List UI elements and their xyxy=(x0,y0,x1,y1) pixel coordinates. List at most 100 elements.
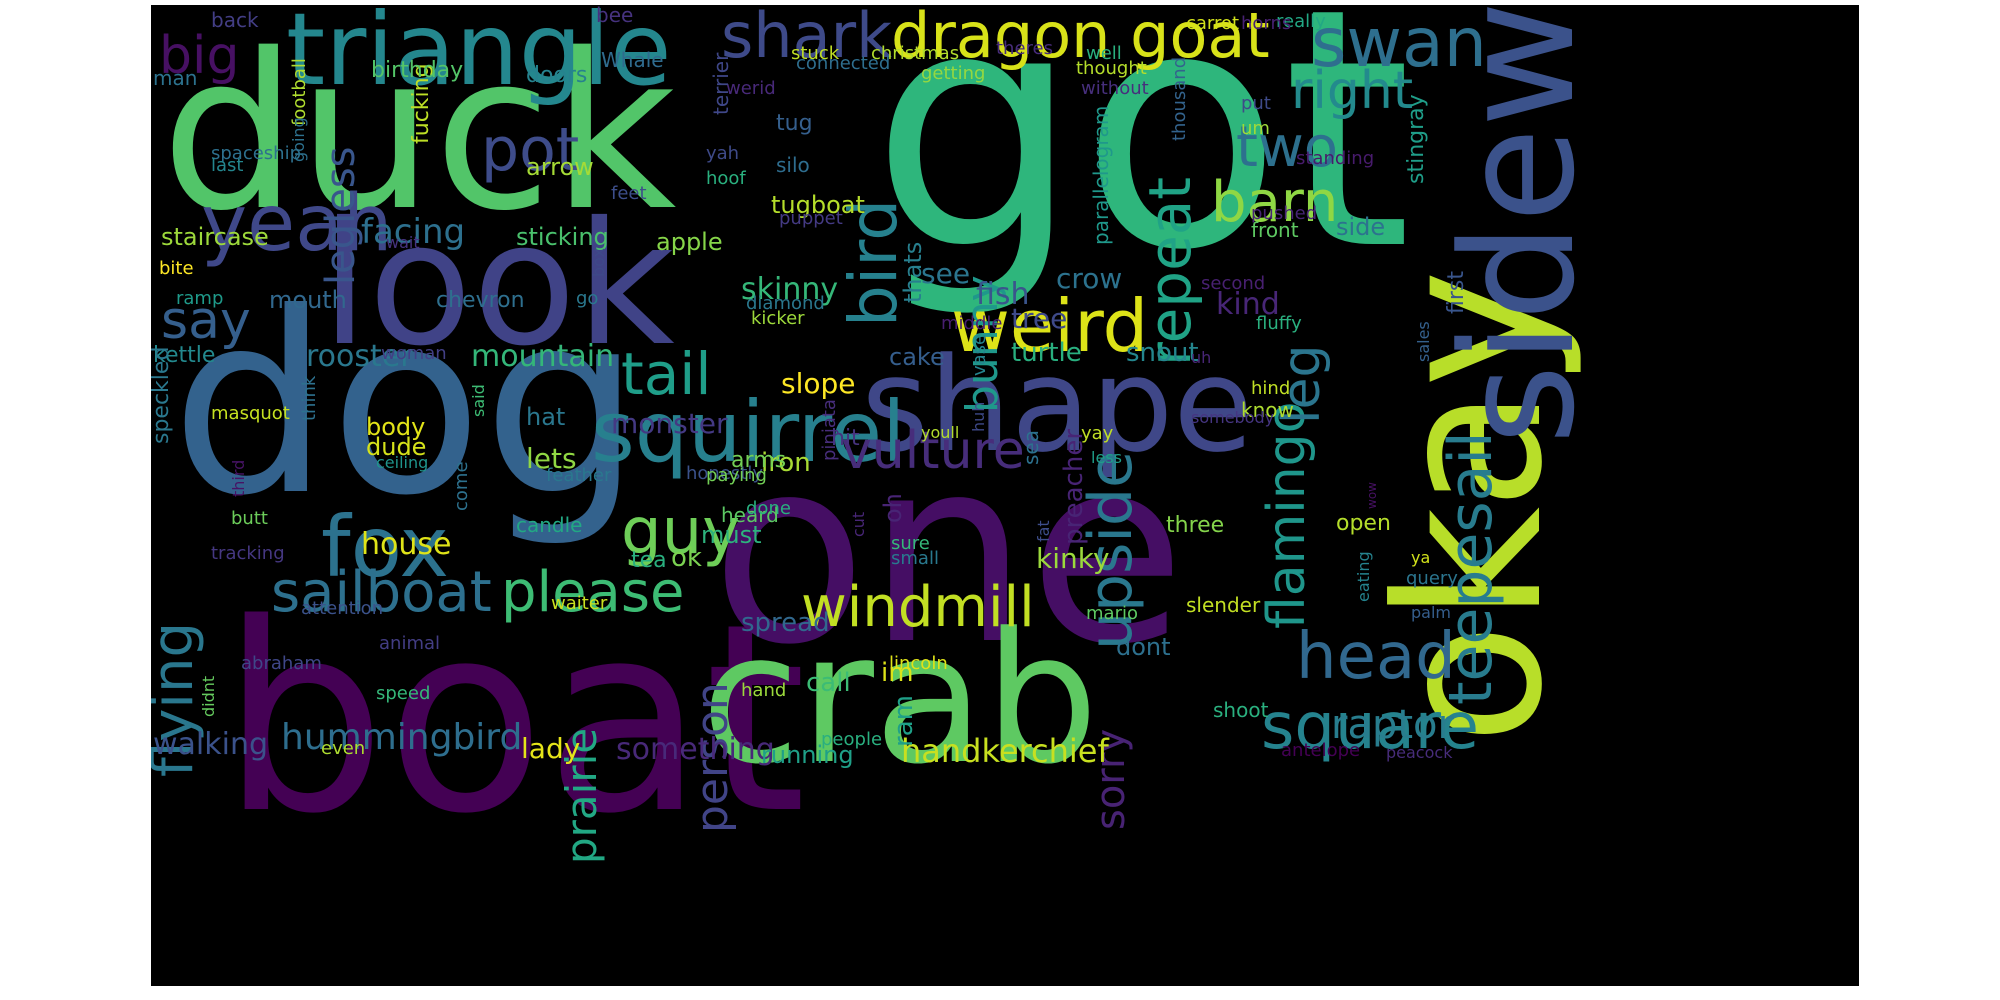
word-go: go xyxy=(576,288,599,309)
word-butt: butt xyxy=(231,508,268,529)
word-guy: guy xyxy=(621,495,741,569)
word-thought: thought xyxy=(1076,58,1147,79)
word-well: well xyxy=(1086,43,1122,64)
word-dude: dude xyxy=(366,433,427,461)
word-swan: swan xyxy=(1311,5,1487,83)
word-lets: lets xyxy=(526,442,577,475)
word-mouth: mouth xyxy=(269,286,347,314)
word-horns: horns xyxy=(1241,13,1292,34)
word-um: um xyxy=(1241,118,1270,139)
word-weird: weird xyxy=(951,284,1149,368)
word-slope: slope xyxy=(781,367,856,400)
word-kinky: kinky xyxy=(1036,542,1110,575)
word-small: small xyxy=(891,548,939,569)
word-last: last xyxy=(211,155,244,176)
word-ceiling: ceiling xyxy=(376,453,429,472)
word-big: big xyxy=(159,26,240,86)
word-one: one xyxy=(711,404,1186,701)
word-dog: dog xyxy=(171,259,642,550)
word-spread: spread xyxy=(741,608,830,638)
word-body: body xyxy=(366,413,426,441)
word-fat: fat xyxy=(1034,520,1053,542)
word-less: less xyxy=(1091,448,1122,467)
word-antelope: antelope xyxy=(1281,740,1361,761)
word-carrot: carrot xyxy=(1186,13,1240,34)
word-birthday: birthday xyxy=(371,58,464,83)
word-masquot: masquot xyxy=(211,403,290,424)
word-really: really xyxy=(1276,11,1326,32)
word-uh: uh xyxy=(1191,348,1212,367)
word-kettle: kettle xyxy=(153,343,216,368)
word-fish: fish xyxy=(976,277,1030,312)
word-fluffy: fluffy xyxy=(1256,313,1302,334)
word-woman: woman xyxy=(381,343,447,364)
word-werid: werid xyxy=(726,78,776,99)
word-waiter: waiter xyxy=(551,593,608,614)
word-shark: shark xyxy=(721,5,892,72)
word-dont: dont xyxy=(1116,633,1171,661)
word-wait: wait xyxy=(386,233,420,252)
word-diamond: diamond xyxy=(746,293,825,314)
word-connected: connected xyxy=(796,53,891,74)
word-turtle: turtle xyxy=(1011,338,1082,368)
word-eating: eating xyxy=(1354,551,1373,602)
word-candle: candle xyxy=(516,513,583,537)
word-doors: doors xyxy=(526,63,588,88)
word-slender: slender xyxy=(1186,593,1261,617)
word-square: square xyxy=(1261,690,1480,764)
word-speed: speed xyxy=(376,683,431,704)
word-sure: sure xyxy=(891,533,930,554)
word-mario: mario xyxy=(1086,603,1138,624)
word-ram: ram xyxy=(889,695,919,747)
word-abraham: abraham xyxy=(241,653,322,674)
word-fox: fox xyxy=(321,498,450,596)
word-know: know xyxy=(1241,398,1294,422)
word-flamingo: flamingo xyxy=(1257,401,1317,630)
word-palm: palm xyxy=(1411,603,1451,622)
word-kind: kind xyxy=(1216,287,1280,322)
word-first: first xyxy=(1444,271,1469,314)
word-bite: bite xyxy=(159,258,194,279)
word-got: got xyxy=(871,5,1412,322)
word-stingray: stingray xyxy=(1404,94,1429,184)
word-said: said xyxy=(469,384,488,417)
word-paying: paying xyxy=(706,465,767,486)
word-right: right xyxy=(1291,61,1414,121)
word-silo: silo xyxy=(776,153,810,177)
word-speckled: speckled xyxy=(151,346,174,444)
word-yay: yay xyxy=(1081,423,1114,444)
word-see: see xyxy=(921,257,971,290)
word-pot: pot xyxy=(481,115,580,185)
word-crab: crab xyxy=(701,595,1099,804)
word-sea: sea xyxy=(1019,430,1043,465)
word-getting: getting xyxy=(921,63,986,84)
word-thousand: thousand xyxy=(1169,56,1190,141)
word-youll: youll xyxy=(921,423,960,442)
word-im: im xyxy=(881,658,914,688)
word-walking: walking xyxy=(153,727,269,762)
word-animal: animal xyxy=(379,633,441,654)
word-yeah: yeah xyxy=(201,179,393,269)
word-terrier: terrier xyxy=(709,52,733,115)
word-hit: hit xyxy=(831,426,860,451)
word-squirrel: squirrel xyxy=(591,383,906,481)
word-chevron: chevron xyxy=(436,288,525,313)
word-box: box xyxy=(589,248,608,277)
word-stuck: stuck xyxy=(791,43,840,64)
word-vase: vase xyxy=(969,333,990,376)
word-second: second xyxy=(1201,273,1266,294)
word-even: even xyxy=(321,738,366,759)
word-preacher: preacher xyxy=(1059,428,1089,545)
word-tugboat: tugboat xyxy=(771,191,865,219)
word-handkerchief: handkerchief xyxy=(901,732,1109,770)
word-yah: yah xyxy=(706,143,740,164)
word-sticking: sticking xyxy=(516,223,609,251)
word-somebody: somebody xyxy=(1191,408,1275,427)
word-ya: ya xyxy=(1411,548,1431,567)
word-feet: feet xyxy=(611,183,647,204)
word-football: football xyxy=(289,58,310,126)
word-tail: tail xyxy=(621,340,712,408)
word-front: front xyxy=(1251,218,1299,242)
word-sales: sales xyxy=(1414,321,1433,362)
word-theres: theres xyxy=(996,38,1053,59)
